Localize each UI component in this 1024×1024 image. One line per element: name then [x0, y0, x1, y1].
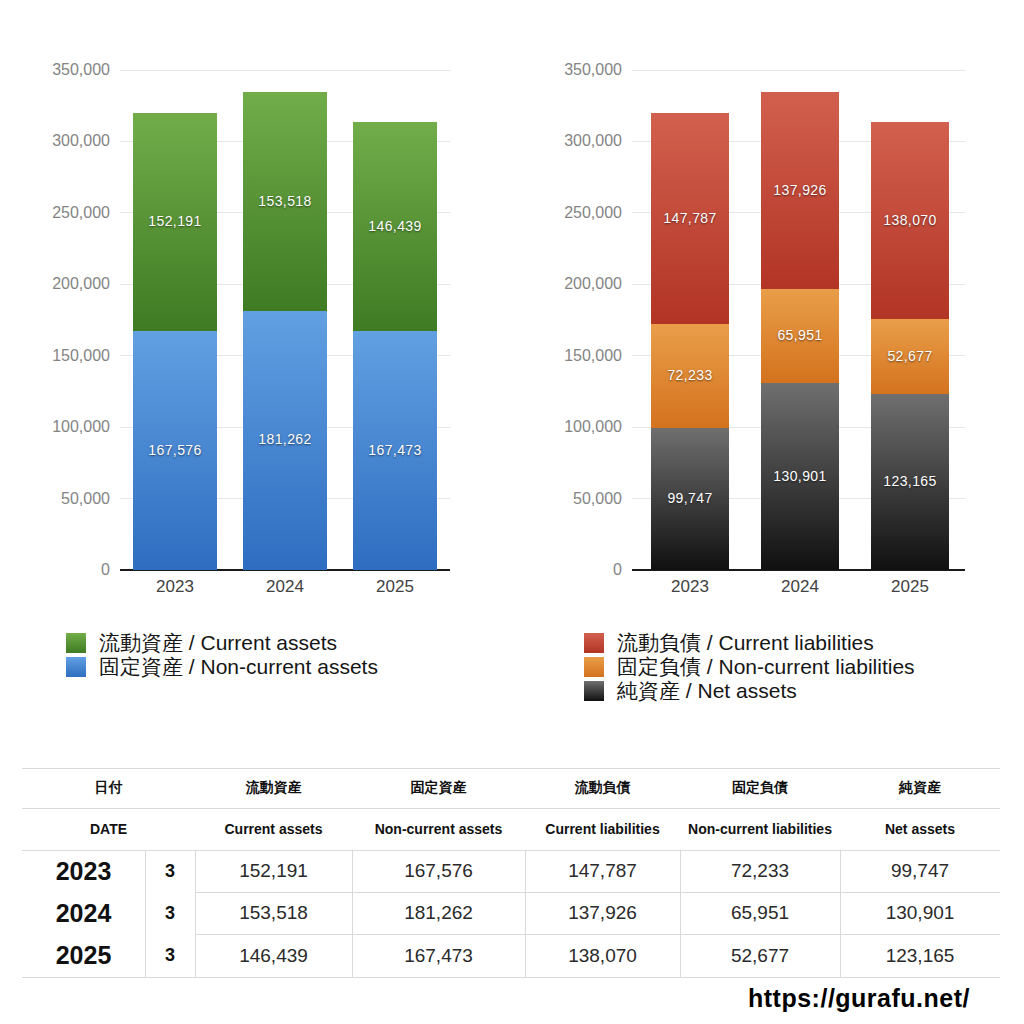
- y-axis-label: 300,000: [10, 132, 110, 150]
- y-axis-label: 150,000: [10, 347, 110, 365]
- bar-value-label: 137,926: [761, 182, 839, 198]
- table-cell-value: 130,901: [840, 892, 1000, 934]
- table-header-jp: 純資産: [840, 768, 1000, 808]
- table-cell-value: 147,787: [525, 850, 680, 892]
- legend-item-non-current-assets: 固定資産 / Non-current assets: [66, 655, 378, 679]
- table-header-en: Current assets: [195, 808, 352, 850]
- table-cell-value: 152,191: [195, 850, 352, 892]
- legend-label-net-assets: 純資産 / Net assets: [617, 677, 797, 705]
- legend-swatch-non-current-assets: [66, 657, 86, 677]
- bar-value-label: 147,787: [651, 210, 729, 226]
- legend-swatch-non-current-liabilities: [584, 657, 604, 677]
- y-axis-label: 250,000: [522, 204, 622, 222]
- gridline: [632, 70, 965, 71]
- x-axis-label: 2024: [245, 577, 325, 597]
- table-cell-value: 72,233: [680, 850, 840, 892]
- table-cell-value: 65,951: [680, 892, 840, 934]
- y-axis-label: 250,000: [10, 204, 110, 222]
- y-axis-label: 0: [10, 561, 110, 579]
- table-cell-value: 52,677: [680, 935, 840, 977]
- legend-item-non-current-liabilities: 固定負債 / Non-current liabilities: [584, 655, 915, 679]
- table-cell-month: 3: [145, 892, 195, 934]
- bar-value-label: 65,951: [761, 327, 839, 343]
- table-cell-value: 153,518: [195, 892, 352, 934]
- table-header-jp: 流動資産: [195, 768, 352, 808]
- legend-swatch-current-assets: [66, 633, 86, 653]
- y-axis-label: 100,000: [10, 418, 110, 436]
- bar-value-label: 167,576: [133, 442, 217, 458]
- x-axis-label: 2025: [870, 577, 950, 597]
- bar-value-label: 52,677: [871, 348, 949, 364]
- table-header-jp: 固定資産: [352, 768, 525, 808]
- table-header-jp: 固定負債: [680, 768, 840, 808]
- bar-value-label: 146,439: [353, 218, 437, 234]
- table-header-en-date: DATE: [22, 808, 195, 850]
- table-cell-year: 2025: [22, 935, 145, 977]
- bar-value-label: 99,747: [651, 490, 729, 506]
- table-cell-value: 137,926: [525, 892, 680, 934]
- y-axis-label: 300,000: [522, 132, 622, 150]
- x-axis-label: 2023: [135, 577, 215, 597]
- y-axis-label: 150,000: [522, 347, 622, 365]
- y-axis-label: 0: [522, 561, 622, 579]
- y-axis-label: 350,000: [10, 61, 110, 79]
- bar-value-label: 153,518: [243, 193, 327, 209]
- bar-value-label: 123,165: [871, 473, 949, 489]
- table-cell-year: 2024: [22, 892, 145, 934]
- table-cell-value: 167,473: [352, 935, 525, 977]
- x-axis-label: 2024: [760, 577, 840, 597]
- legend-label-non-current-assets: 固定資産 / Non-current assets: [99, 653, 378, 681]
- site-url: https://gurafu.net/: [748, 984, 970, 1013]
- x-axis-label: 2023: [650, 577, 730, 597]
- table-cell-value: 167,576: [352, 850, 525, 892]
- table-cell-value: 138,070: [525, 935, 680, 977]
- y-axis-label: 100,000: [522, 418, 622, 436]
- bar-value-label: 152,191: [133, 213, 217, 229]
- gridline: [120, 70, 450, 71]
- legend-item-current-liabilities: 流動負債 / Current liabilities: [584, 631, 874, 655]
- table-header-jp-date: 日付: [22, 768, 195, 808]
- y-axis-label: 50,000: [10, 490, 110, 508]
- table-cell-value: 181,262: [352, 892, 525, 934]
- bar-value-label: 130,901: [761, 468, 839, 484]
- table-cell-year: 2023: [22, 850, 145, 892]
- legend-item-net-assets: 純資産 / Net assets: [584, 679, 797, 703]
- legend-item-current-assets: 流動資産 / Current assets: [66, 631, 337, 655]
- y-axis-label: 200,000: [522, 275, 622, 293]
- legend-swatch-current-liabilities: [584, 633, 604, 653]
- x-axis-label: 2025: [355, 577, 435, 597]
- bar-value-label: 181,262: [243, 431, 327, 447]
- legend-swatch-net-assets: [584, 681, 604, 701]
- table-header-en: Non-current assets: [352, 808, 525, 850]
- table-header-en: Non-current liabilities: [680, 808, 840, 850]
- y-axis-label: 200,000: [10, 275, 110, 293]
- bar-value-label: 138,070: [871, 212, 949, 228]
- y-axis-label: 350,000: [522, 61, 622, 79]
- table-cell-month: 3: [145, 935, 195, 977]
- bar-value-label: 167,473: [353, 442, 437, 458]
- y-axis-label: 50,000: [522, 490, 622, 508]
- table-header-en: Current liabilities: [525, 808, 680, 850]
- table-cell-value: 146,439: [195, 935, 352, 977]
- table-header-en: Net assets: [840, 808, 1000, 850]
- table-cell-month: 3: [145, 850, 195, 892]
- bar-value-label: 72,233: [651, 367, 729, 383]
- table-header-jp: 流動負債: [525, 768, 680, 808]
- table-cell-value: 123,165: [840, 935, 1000, 977]
- table-cell-value: 99,747: [840, 850, 1000, 892]
